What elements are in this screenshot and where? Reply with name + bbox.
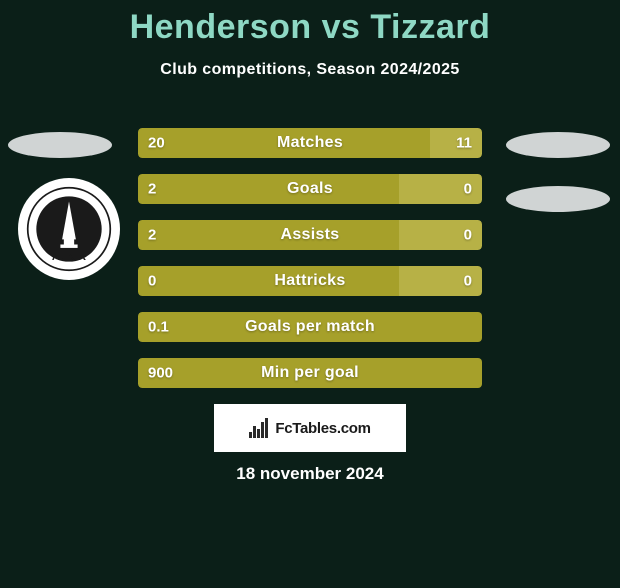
bar-row: Hattricks0 0 [138, 266, 482, 296]
player-placeholder-top-left [8, 132, 112, 158]
bar-label: Assists [138, 226, 482, 244]
bar-row: Goals2 0 [138, 174, 482, 204]
bar-value-right: 11 [456, 135, 472, 152]
bar-value-left: 0.1 [148, 319, 169, 336]
page-title: Henderson vs Tizzard [0, 8, 620, 47]
bar-label: Min per goal [138, 364, 482, 382]
bar-value-right: 0 [464, 273, 472, 290]
bar-label: Goals [138, 180, 482, 198]
subtitle: Club competitions, Season 2024/2025 [0, 61, 620, 79]
bar-value-left: 2 [148, 227, 156, 244]
bar-label: Matches [138, 134, 482, 152]
bar-value-left: 20 [148, 135, 165, 152]
player-placeholder-bottom-right [506, 186, 610, 212]
logo-text: FcTables.com [275, 420, 370, 437]
bar-value-right: 0 [464, 227, 472, 244]
bar-row: Goals per match0.1 [138, 312, 482, 342]
bar-value-left: 2 [148, 181, 156, 198]
bar-row: Matches20 11 [138, 128, 482, 158]
club-badge: ALKIR [18, 178, 120, 280]
bar-value-left: 0 [148, 273, 156, 290]
bar-label: Hattricks [138, 272, 482, 290]
bar-row: Min per goal900 [138, 358, 482, 388]
bar-value-right: 0 [464, 181, 472, 198]
bar-row: Assists2 0 [138, 220, 482, 250]
comparison-bars: Matches2011Goals20Assists20Hattricks00Go… [138, 128, 482, 404]
badge-text: ALKIR [52, 251, 86, 263]
fctables-logo: FcTables.com [214, 404, 406, 452]
date-text: 18 november 2024 [0, 464, 620, 484]
player-placeholder-top-right [506, 132, 610, 158]
logo-bars-icon [249, 418, 269, 438]
bar-label: Goals per match [138, 318, 482, 336]
bar-value-left: 900 [148, 365, 173, 382]
